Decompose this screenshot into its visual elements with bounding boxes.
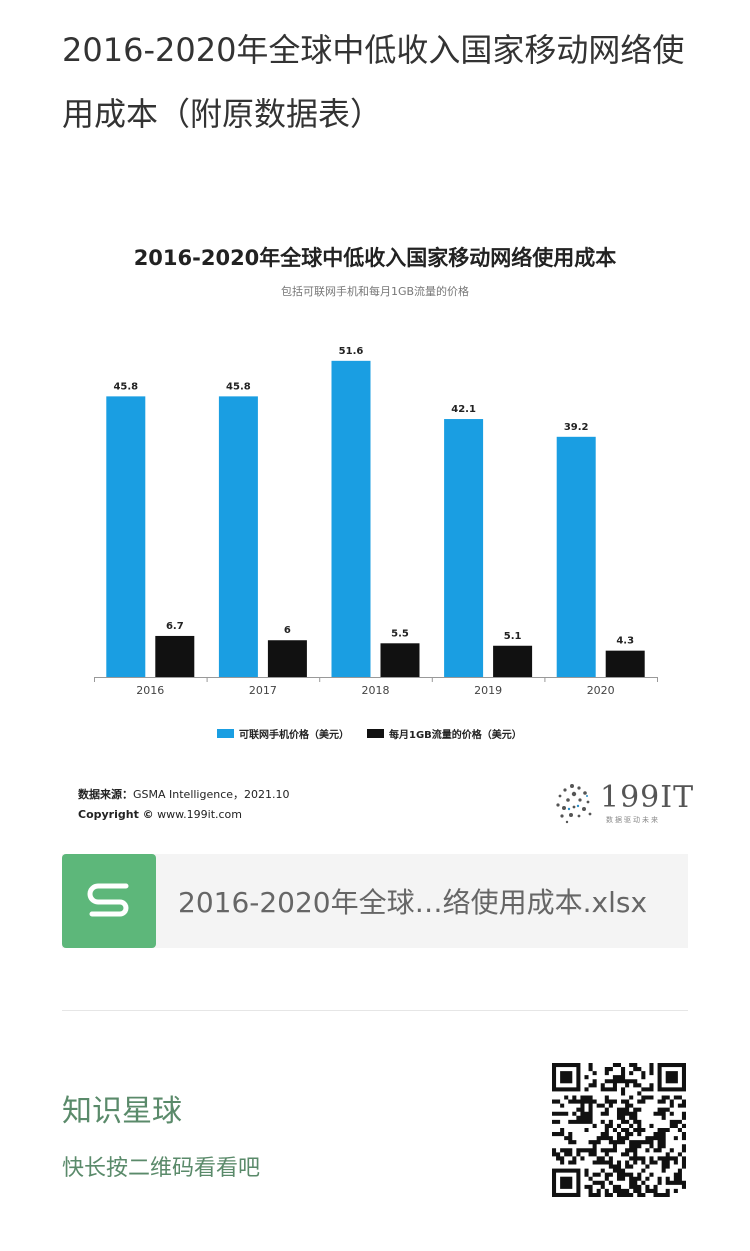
bar-phone-2017: [218, 396, 258, 677]
file-attachment[interactable]: 2016-2020年全球…络使用成本.xlsx: [62, 854, 688, 948]
bar-phone-2018: [331, 360, 371, 677]
bar-data-2019: [493, 645, 533, 677]
source-block: 数据来源：GSMA Intelligence，2021.10 Copyright…: [78, 785, 290, 825]
footer-subtitle: 快长按二维码看看吧: [62, 1156, 261, 1181]
data-label: 51.6: [339, 346, 364, 357]
bar-phone-2020: [556, 436, 596, 677]
data-label: 45.8: [113, 381, 138, 392]
x-tick-label: 2017: [249, 684, 277, 697]
legend-swatch: [367, 729, 384, 738]
legend-swatch: [217, 729, 234, 738]
logo-tagline: 数据驱动未来: [606, 816, 660, 824]
data-label: 6.7: [166, 621, 184, 632]
source-label: 数据来源：: [78, 788, 133, 801]
copyright-text: www.199it.com: [157, 808, 243, 821]
chart-title: 2016-2020年全球中低收入国家移动网络使用成本: [133, 246, 617, 270]
data-label: 42.1: [451, 404, 476, 415]
legend-label: 每月1GB流量的价格（美元）: [389, 728, 522, 741]
article-title: 2016-2020年全球中低收入国家移动网络使用成本（附原数据表）: [62, 31, 685, 133]
chart-image: 2016-2020年全球中低收入国家移动网络使用成本 包括可联网手机和每月1GB…: [62, 220, 693, 840]
legend-label: 可联网手机价格（美元）: [239, 728, 349, 741]
bar-phone-2016: [106, 396, 146, 677]
logo-text: 199IT: [600, 780, 695, 815]
bar-chart: 45.8 6.7 2016 45.8 6 2017 51.6 5.5 2018 42.1 5.1 20…: [94, 346, 658, 741]
data-label: 5.5: [391, 628, 409, 639]
bar-data-2016: [155, 635, 195, 677]
x-tick-label: 2020: [587, 684, 615, 697]
footer-title: 知识星球: [62, 1094, 182, 1129]
bar-phone-2019: [444, 419, 484, 677]
bar-data-2018: [380, 643, 420, 677]
x-tick-label: 2016: [136, 684, 164, 697]
data-label: 4.3: [616, 636, 634, 647]
data-label: 39.2: [564, 422, 589, 433]
bar-data-2020: [605, 650, 645, 677]
spreadsheet-s-icon: [62, 854, 156, 948]
x-tick-label: 2019: [474, 684, 502, 697]
data-label: 5.1: [504, 631, 522, 642]
data-label: 45.8: [226, 381, 251, 392]
x-tick-label: 2018: [362, 684, 390, 697]
qr-code-icon[interactable]: [552, 1063, 686, 1197]
logo-199it: 199IT 数据驱动未来: [552, 778, 693, 828]
divider: [62, 1010, 688, 1011]
chart-subtitle: 包括可联网手机和每月1GB流量的价格: [280, 285, 470, 298]
file-name: 2016-2020年全球…络使用成本.xlsx: [178, 886, 648, 919]
logo-dots-icon: [556, 784, 592, 824]
copyright-label: Copyright ©: [78, 808, 154, 821]
bar-data-2017: [267, 640, 307, 677]
source-text: GSMA Intelligence，2021.10: [133, 788, 290, 801]
data-label: 6: [284, 625, 291, 636]
